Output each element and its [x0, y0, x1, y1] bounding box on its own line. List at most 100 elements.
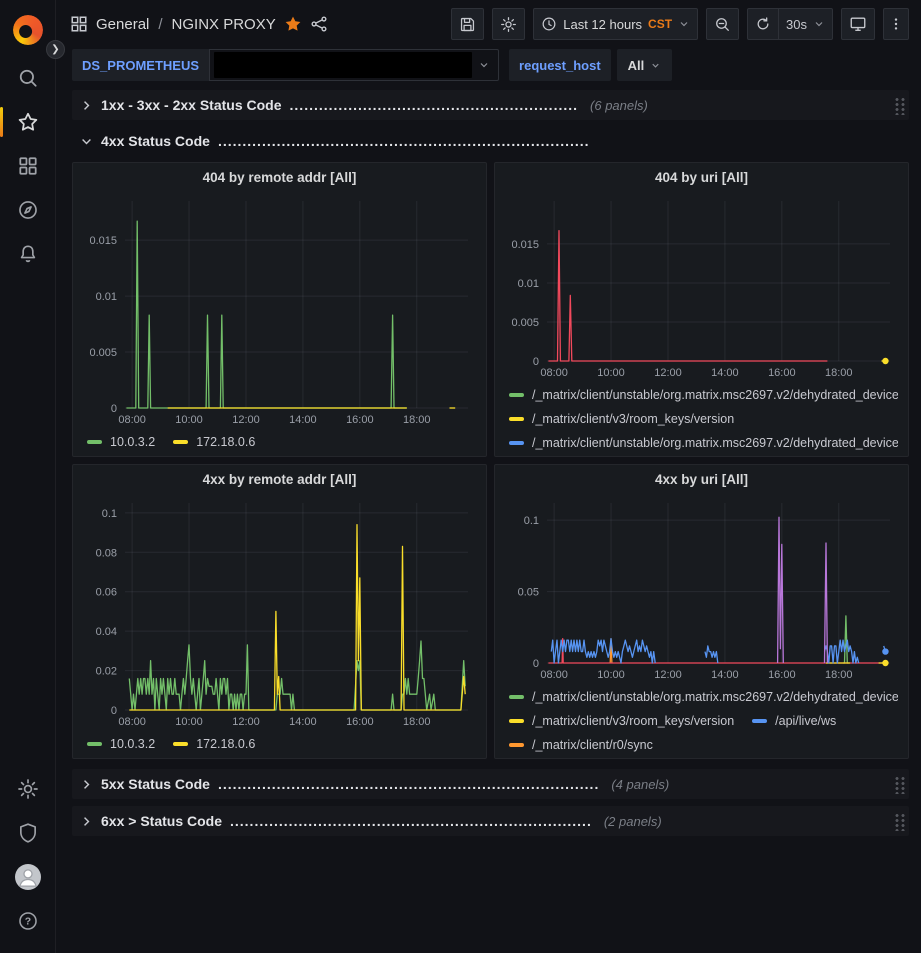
variable-datasource: DS_PROMETHEUS: [72, 49, 500, 81]
more-menu-button[interactable]: [883, 8, 909, 40]
svg-text:10:00: 10:00: [597, 367, 625, 379]
timezone-label: CST: [648, 17, 673, 31]
panel-title[interactable]: 4xx by uri [All]: [654, 471, 749, 487]
cycle-view-button[interactable]: [841, 8, 875, 40]
row-panel-count: (4 panels): [611, 776, 670, 792]
svg-text:18:00: 18:00: [403, 414, 431, 426]
row-title-dots: ........................................…: [217, 776, 600, 792]
sidebar-item-explore[interactable]: [0, 188, 56, 232]
svg-text:10:00: 10:00: [175, 716, 203, 728]
row-header-5xx[interactable]: 5xx Status Code ........................…: [72, 769, 909, 799]
dashboards-grid-icon: [18, 157, 37, 175]
legend-item[interactable]: 10.0.3.2: [87, 732, 155, 756]
chevron-down-icon: [80, 135, 93, 148]
chevron-right-icon: [80, 778, 93, 791]
row-drag-handle[interactable]: [894, 811, 905, 831]
sidebar-item-starred[interactable]: [0, 100, 56, 144]
legend-swatch: [509, 417, 524, 421]
row-panel-count: (2 panels): [603, 813, 662, 829]
sidebar-item-search[interactable]: [0, 56, 56, 100]
sidebar-item-dashboards[interactable]: [0, 144, 56, 188]
compass-icon: [18, 201, 37, 219]
variable-datasource-select[interactable]: [209, 49, 500, 81]
sidebar-item-alerting[interactable]: [0, 232, 56, 276]
legend-label: /_matrix/client/unstable/org.matrix.msc2…: [532, 388, 898, 402]
chevron-down-icon: [480, 63, 488, 68]
chevron-right-icon: [80, 815, 93, 828]
sidebar-item-help[interactable]: ?: [0, 899, 56, 943]
chart-canvas[interactable]: 0 0.05 0.1 08:00 10:00 12:00 14:00 16:00 18:00: [503, 493, 900, 683]
legend-swatch: [509, 393, 524, 397]
variable-request-host-label: request_host: [509, 49, 611, 81]
sidebar-expand-button[interactable]: ❯: [46, 40, 65, 59]
legend-item[interactable]: /_matrix/client/unstable/org.matrix.msc2…: [509, 383, 898, 407]
refresh-button[interactable]: [747, 8, 780, 40]
dashboard-settings-button[interactable]: [492, 8, 526, 40]
svg-text:14:00: 14:00: [711, 669, 739, 681]
legend-label: /_matrix/client/unstable/org.matrix.msc2…: [532, 436, 898, 450]
svg-text:08:00: 08:00: [540, 669, 568, 681]
gear-icon: [17, 779, 38, 799]
row-title-dots: ........................................…: [289, 97, 579, 113]
chart-canvas[interactable]: 0 0.02 0.04 0.06 0.08 0.1 08:00 10:00 12:00 14:00…: [81, 493, 478, 730]
sidebar-item-profile[interactable]: [0, 855, 56, 899]
row-header-6xx[interactable]: 6xx > Status Code ......................…: [72, 806, 909, 836]
breadcrumb-section[interactable]: General: [96, 15, 150, 33]
svg-text:10:00: 10:00: [175, 414, 203, 426]
legend-item[interactable]: /_matrix/client/v3/room_keys/version: [509, 407, 734, 431]
legend-item[interactable]: /_matrix/client/v3/room_keys/version: [509, 709, 734, 733]
grafana-flame-icon: [12, 15, 43, 45]
svg-text:0.02: 0.02: [96, 666, 117, 678]
svg-text:14:00: 14:00: [289, 716, 317, 728]
panel-4xx-by-remote-addr-all: 4xx by remote addr [All] 0 0.02 0.04 0.06 0.0…: [72, 464, 487, 759]
zoom-out-icon: [716, 17, 729, 31]
redacted-value: [214, 52, 473, 78]
refresh-interval-select[interactable]: 30s: [779, 8, 833, 40]
legend-item[interactable]: /sw.js: [752, 455, 806, 456]
bell-icon: [20, 245, 35, 263]
legend-item[interactable]: 172.18.0.6: [173, 732, 255, 756]
variable-request-host-value: All: [627, 57, 645, 73]
legend-swatch: [509, 695, 524, 699]
save-dashboard-button[interactable]: [451, 8, 485, 40]
row-panel-count: (6 panels): [590, 97, 648, 113]
svg-text:0.1: 0.1: [524, 515, 539, 527]
panel-404-by-remote-addr-all: 404 by remote addr [All] 0 0.005 0.01 0.015 0…: [72, 162, 487, 457]
svg-text:08:00: 08:00: [118, 414, 146, 426]
row-header-4xx[interactable]: 4xx Status Code ........................…: [72, 126, 909, 156]
legend-item[interactable]: /_matrix/client/unstable/org.matrix.msc2…: [509, 431, 898, 455]
avatar: [14, 864, 41, 890]
svg-text:?: ?: [24, 917, 30, 928]
legend-swatch: [87, 440, 102, 444]
chart-canvas[interactable]: 0 0.005 0.01 0.015 08:00 10:00 12:00 14:00 16:00…: [503, 191, 900, 381]
sidebar-item-configuration[interactable]: [0, 767, 56, 811]
svg-text:14:00: 14:00: [289, 414, 317, 426]
grafana-logo[interactable]: [0, 8, 56, 52]
row-header-1xx-3xx-2xx[interactable]: 1xx - 3xx - 2xx Status Code ............…: [72, 90, 909, 120]
legend-item[interactable]: 10.0.3.2: [87, 430, 155, 454]
legend-item[interactable]: /_matrix/client/unstable/org.matrix.msc2…: [509, 757, 898, 758]
legend-item[interactable]: /_matrix/client/r0/sync: [509, 733, 653, 757]
legend-item[interactable]: /_matrix/client/unstable/org.matrix.msc2…: [509, 685, 898, 709]
row-drag-handle[interactable]: [894, 774, 905, 794]
legend-item[interactable]: /api/live/ws: [752, 709, 836, 733]
share-icon[interactable]: [310, 15, 328, 33]
zoom-out-button[interactable]: [706, 8, 740, 40]
legend-label: 172.18.0.6: [196, 435, 256, 449]
legend-swatch: [509, 719, 524, 723]
panel-title[interactable]: 404 by uri [All]: [654, 169, 749, 185]
svg-text:16:00: 16:00: [768, 669, 796, 681]
chart-canvas[interactable]: 0 0.005 0.01 0.015 08:00 10:00 12:00 14:00 16:00…: [81, 191, 478, 428]
legend-item[interactable]: /_matrix/client/v3/room_keys/version: [509, 455, 734, 456]
panel-title[interactable]: 404 by remote addr [All]: [202, 169, 357, 185]
favorite-star-icon[interactable]: [284, 15, 302, 33]
variable-request-host-select[interactable]: All: [616, 49, 673, 81]
row-title: 4xx Status Code: [101, 133, 210, 149]
time-range-picker[interactable]: Last 12 hours CST: [533, 8, 699, 40]
row-drag-handle[interactable]: [894, 95, 905, 115]
legend-item[interactable]: 172.18.0.6: [173, 430, 255, 454]
panel-title[interactable]: 4xx by remote addr [All]: [202, 471, 357, 487]
sidebar-item-server-admin[interactable]: [0, 811, 56, 855]
breadcrumb-separator: /: [158, 15, 163, 33]
breadcrumb-dashboard-title[interactable]: NGINX PROXY: [171, 15, 276, 33]
